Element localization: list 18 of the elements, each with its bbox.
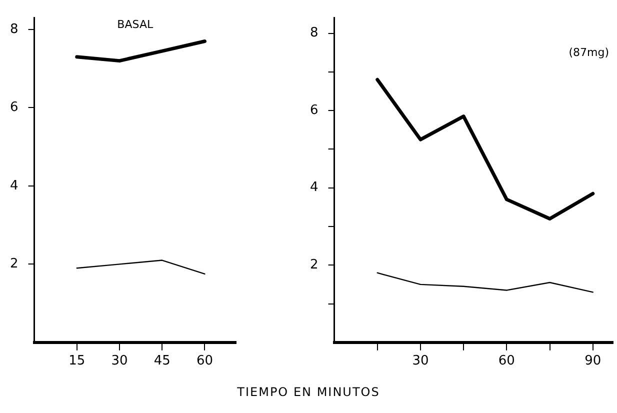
x-tick-label: 60: [196, 354, 214, 369]
x-tick-label: 45: [154, 354, 170, 369]
x-tick-label: 15: [68, 354, 86, 369]
x-tick-label: 90: [584, 354, 602, 369]
y-tick-label: 2: [10, 256, 18, 272]
x-axis-title: TIEMPO EN MINUTOS: [236, 385, 381, 399]
y-tick-label: 8: [10, 22, 18, 37]
x-tick-label: 30: [412, 354, 429, 369]
y-tick-label: 4: [310, 180, 318, 196]
x-tick-label: 30: [111, 354, 128, 369]
y-tick-label: 6: [310, 102, 318, 118]
y-tick-label: 8: [310, 26, 318, 41]
y-tick-label: 2: [310, 257, 318, 272]
y-tick-label: 6: [10, 100, 18, 116]
chart-title: BASAL: [117, 18, 154, 32]
x-tick-label: 60: [498, 354, 515, 369]
y-tick-label: 4: [10, 178, 18, 194]
text: (87mg): [568, 46, 609, 60]
